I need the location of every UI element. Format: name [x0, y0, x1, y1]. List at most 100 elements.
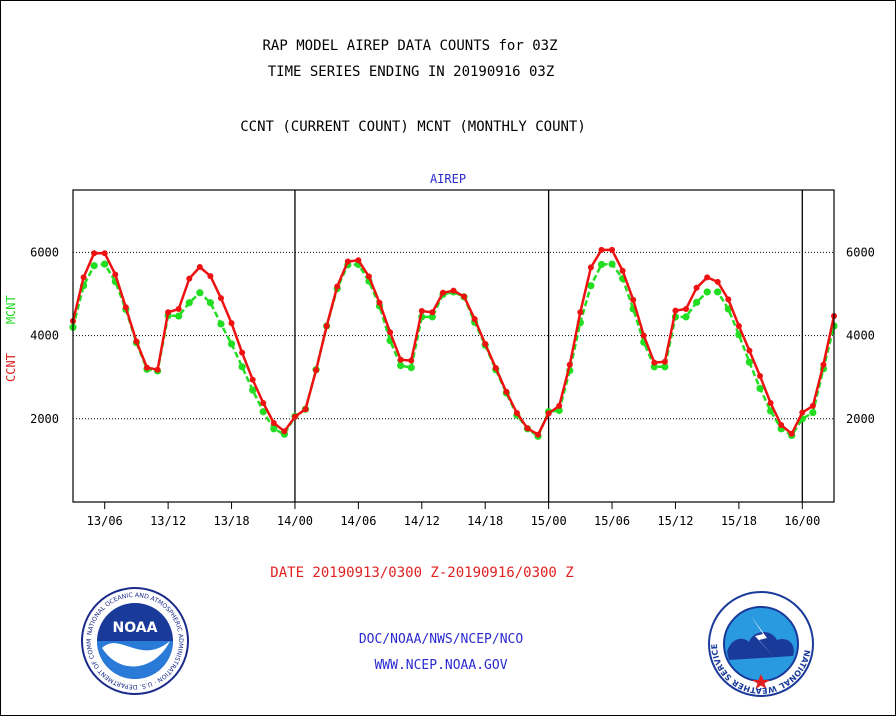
data-point-ccnt [112, 271, 119, 278]
chart-title-line2: TIME SERIES ENDING IN 20190916 03Z [267, 64, 555, 80]
data-point-ccnt [196, 263, 203, 270]
data-point-ccnt [630, 296, 637, 303]
data-point-ccnt [809, 402, 816, 409]
date-range-label: DATE 20190913/0300 Z-20190916/0300 Z [270, 565, 574, 581]
data-point-mcnt [745, 358, 754, 366]
data-point-ccnt [704, 274, 711, 281]
chart-title: RAP MODEL AIREP DATA COUNTS for 03Z [262, 38, 558, 54]
y-tick-label-right: 4000 [846, 329, 875, 343]
data-point-mcnt [809, 408, 817, 417]
x-tick-label: 14/12 [404, 514, 440, 528]
data-point-ccnt [439, 289, 446, 296]
data-point-ccnt [471, 315, 478, 322]
x-tick-label: 16/00 [784, 514, 820, 528]
data-point-ccnt [577, 309, 584, 316]
data-point-ccnt [450, 287, 457, 294]
data-point-ccnt [80, 274, 87, 281]
data-point-ccnt [482, 340, 489, 347]
data-point-ccnt [281, 428, 288, 435]
x-tick-label: 15/18 [721, 514, 757, 528]
data-point-ccnt [746, 347, 753, 354]
data-point-ccnt [133, 338, 140, 345]
x-tick-label: 13/18 [213, 514, 249, 528]
x-tick-label: 15/06 [594, 514, 630, 528]
data-point-ccnt [820, 361, 827, 368]
data-point-mcnt [397, 361, 405, 370]
x-tick-label: 14/00 [277, 514, 313, 528]
data-point-ccnt [186, 275, 193, 282]
data-point-ccnt [397, 356, 404, 363]
chart-subtitle: CCNT (CURRENT COUNT) MCNT (MONTHLY COUNT… [240, 119, 586, 135]
data-point-ccnt [270, 419, 277, 426]
data-point-ccnt [524, 425, 531, 432]
data-point-ccnt [365, 273, 372, 280]
data-point-ccnt [122, 304, 129, 311]
data-point-ccnt [165, 309, 172, 316]
data-point-mcnt [428, 313, 436, 321]
data-point-mcnt [608, 260, 616, 268]
x-tick-label: 13/06 [87, 514, 123, 528]
data-point-ccnt [207, 273, 214, 280]
y-tick-label-left: 6000 [30, 245, 59, 259]
data-point-mcnt [682, 313, 690, 321]
data-point-ccnt [545, 410, 552, 417]
data-point-mcnt [90, 262, 98, 270]
credit-website-link[interactable]: WWW.NCEP.NOAA.GOV [374, 658, 508, 673]
noaa-logo-text: NOAA [113, 620, 158, 636]
data-point-mcnt [206, 299, 215, 307]
data-point-ccnt [323, 323, 330, 330]
data-point-ccnt [461, 293, 468, 300]
data-point-ccnt [429, 309, 436, 316]
data-point-ccnt [693, 284, 700, 291]
data-point-mcnt [714, 288, 722, 296]
y-tick-label-right: 2000 [846, 412, 875, 426]
data-point-ccnt [513, 409, 520, 416]
data-point-ccnt [492, 365, 499, 372]
data-point-ccnt [387, 329, 394, 336]
data-point-ccnt [239, 349, 246, 356]
x-tick-label: 15/00 [531, 514, 567, 528]
data-point-mcnt [238, 363, 246, 371]
data-point-ccnt [217, 295, 224, 302]
data-point-mcnt [249, 386, 257, 394]
data-point-ccnt [725, 296, 732, 303]
y-tick-label-right: 6000 [846, 245, 875, 259]
data-point-mcnt [756, 384, 764, 393]
panel-label: AIREP [429, 172, 467, 186]
data-point-ccnt [249, 376, 256, 383]
data-point-ccnt [260, 399, 267, 406]
data-point-ccnt [683, 305, 690, 312]
data-point-ccnt [672, 307, 679, 314]
data-point-ccnt [587, 264, 594, 271]
data-point-ccnt [355, 257, 362, 264]
data-point-mcnt [227, 340, 236, 348]
data-point-ccnt [788, 430, 795, 437]
data-point-ccnt [778, 422, 785, 429]
data-point-ccnt [714, 278, 721, 285]
data-point-ccnt [609, 246, 616, 253]
x-tick-label: 14/18 [467, 514, 503, 528]
data-point-ccnt [799, 409, 806, 416]
x-tick-label: 15/12 [657, 514, 693, 528]
data-point-ccnt [418, 308, 425, 315]
x-tick-label: 13/12 [150, 514, 186, 528]
data-point-mcnt [597, 260, 606, 269]
data-point-ccnt [503, 388, 510, 395]
y-tick-label-left: 4000 [30, 329, 59, 343]
noaa-logo-icon: NOAA NATIONAL OCEANIC AND ATMOSPHERIC AD… [80, 586, 189, 695]
data-point-ccnt [619, 267, 626, 274]
data-point-mcnt [196, 289, 204, 297]
data-point-ccnt [228, 320, 235, 327]
credit-agency[interactable]: DOC/NOAA/NWS/NCEP/NCO [358, 632, 524, 647]
data-point-mcnt [587, 282, 595, 290]
data-point-mcnt [101, 260, 109, 268]
data-point-ccnt [535, 431, 542, 438]
data-point-ccnt [302, 406, 309, 413]
data-point-ccnt [334, 283, 341, 290]
data-point-ccnt [175, 305, 182, 312]
data-point-ccnt [291, 413, 298, 420]
data-point-ccnt [757, 372, 764, 379]
tick-label-layer: 2000 2000 4000 4000 6000 6000 13/06 13/12 13/18 1… [30, 245, 875, 528]
data-point-mcnt [185, 299, 193, 307]
